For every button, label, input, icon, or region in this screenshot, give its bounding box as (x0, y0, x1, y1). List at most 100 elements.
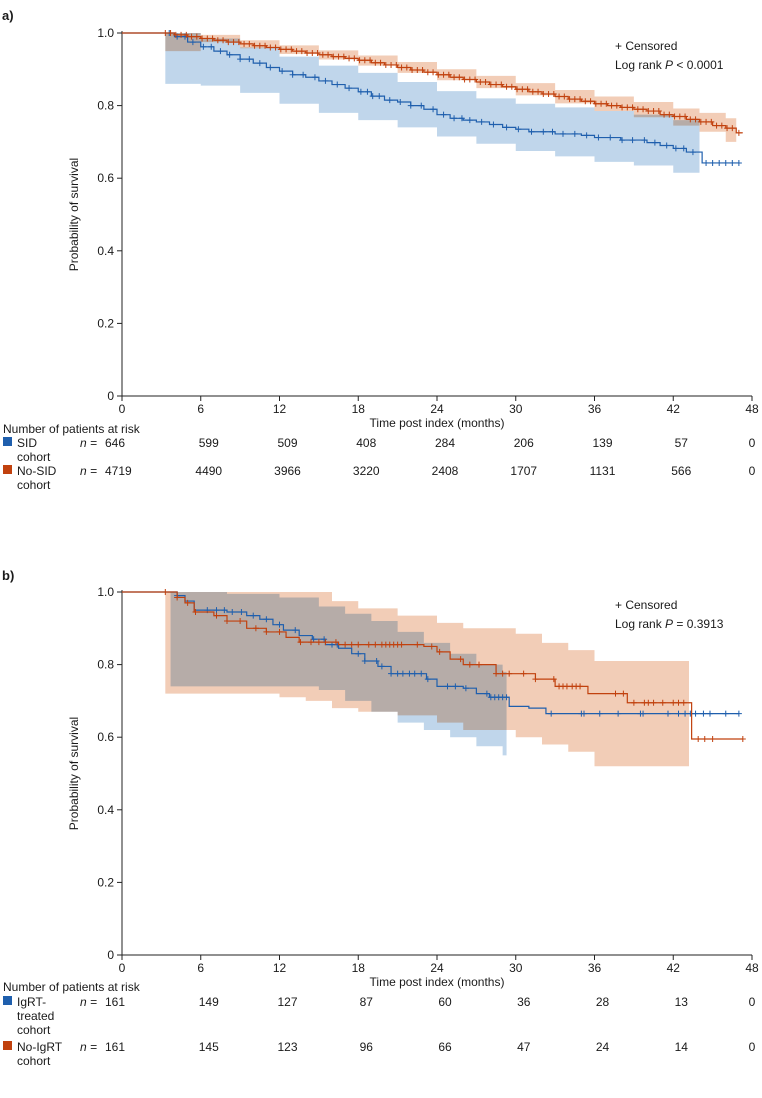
logrank-prefix: Log rank (615, 617, 665, 631)
at-risk-value: 206 (514, 436, 534, 450)
censor-mark (457, 656, 464, 663)
censor-mark (440, 71, 447, 78)
at-risk-value: 66 (438, 1040, 452, 1054)
censor-mark (672, 145, 679, 152)
censor-mark (321, 636, 328, 643)
censor-mark (477, 79, 484, 86)
censor-mark (276, 628, 283, 635)
censor-mark (376, 93, 383, 100)
panel-b: b) 0 6 12 18 24 30 36 42 48 0 0.2 0.4 0.6 0.8 1.0 Time p… (2, 568, 759, 1068)
at-risk-value: 13 (675, 995, 689, 1009)
at-risk-value: 127 (277, 995, 297, 1009)
censor-mark (550, 676, 557, 683)
censor-mark (629, 137, 636, 144)
at-risk-value: 123 (277, 1040, 297, 1054)
x-tick-label: 36 (588, 961, 602, 975)
censor-mark (393, 61, 400, 68)
censor-mark (645, 699, 652, 706)
censor-mark (229, 608, 236, 615)
censor-mark (535, 88, 542, 95)
censor-mark (398, 641, 405, 648)
censor-mark (403, 64, 410, 71)
censor-mark (230, 39, 237, 46)
censor-mark (365, 641, 372, 648)
censor-mark (709, 736, 716, 743)
legend-swatch (3, 465, 12, 474)
censor-mark (697, 118, 704, 125)
censor-mark (607, 134, 614, 141)
censor-mark (322, 639, 329, 646)
censor-mark (666, 111, 673, 118)
cohort-label: cohort (17, 1023, 51, 1037)
censor-mark (314, 49, 321, 56)
censor-mark (682, 710, 689, 717)
at-risk-value: 96 (360, 1040, 374, 1054)
y-axis-label: Probability of survival (67, 717, 81, 830)
censor-mark (409, 67, 416, 74)
censor-mark (563, 683, 570, 690)
x-tick-label: 12 (273, 402, 287, 416)
censor-mark (663, 142, 670, 149)
at-risk-value: 139 (592, 436, 612, 450)
censor-mark (451, 115, 458, 122)
censor-mark (388, 670, 395, 677)
censor-mark (482, 79, 489, 86)
at-risk-value: 4719 (105, 464, 132, 478)
censor-mark (192, 608, 199, 615)
censor-mark (241, 40, 248, 47)
censor-mark (700, 710, 707, 717)
censor-mark (629, 104, 636, 111)
censor-mark (735, 710, 742, 717)
censor-mark (293, 48, 300, 55)
x-tick-label: 18 (352, 402, 366, 416)
censor-mark (548, 710, 555, 717)
censor-mark (167, 30, 174, 36)
at-risk-value: 0 (749, 436, 756, 450)
censor-mark (279, 68, 286, 75)
at-risk-value: 2408 (432, 464, 459, 478)
censor-mark (372, 641, 379, 648)
censor-mark (342, 641, 349, 648)
censor-mark (724, 125, 731, 132)
censor-mark (308, 639, 314, 646)
censor-mark (237, 618, 244, 625)
censor-mark (172, 31, 179, 38)
censor-mark (619, 137, 626, 144)
censor-mark (529, 88, 536, 95)
censor-mark (603, 100, 610, 107)
y-axis-label: Probability of survival (67, 158, 81, 271)
censor-mark (418, 670, 425, 677)
censor-mark (406, 670, 413, 677)
censor-mark (490, 121, 497, 128)
cohort-label: No-SID (17, 464, 57, 478)
at-risk-value: 0 (749, 464, 756, 478)
panel-a: a) 0 6 12 18 24 30 36 42 48 0 0.2 0.4 0.6 0.8 1.0 Time p… (2, 8, 759, 492)
censor-mark (276, 621, 283, 628)
censor-mark (478, 118, 485, 125)
censor-mark (444, 683, 451, 690)
censor-mark (499, 670, 506, 677)
cohort-label: cohort (17, 450, 51, 464)
censor-mark (428, 643, 435, 650)
censor-mark (620, 690, 627, 697)
censor-mark (650, 699, 657, 706)
censor-mark (193, 33, 200, 40)
censor-mark (561, 93, 568, 100)
x-tick-label: 6 (197, 961, 204, 975)
n-label: n = (80, 464, 97, 478)
censor-mark (722, 159, 729, 166)
censor-mark (237, 56, 244, 63)
y-tick-label: 1.0 (97, 585, 114, 599)
censor-mark (596, 710, 603, 717)
censor-mark (581, 710, 587, 717)
censor-mark (398, 64, 405, 71)
censor-mark (435, 71, 442, 78)
censor-mark (251, 42, 258, 49)
censor-mark (361, 57, 368, 64)
censor-mark (587, 98, 594, 105)
censor-mark (226, 51, 233, 58)
censor-mark (498, 81, 505, 88)
censor-mark (452, 683, 459, 690)
